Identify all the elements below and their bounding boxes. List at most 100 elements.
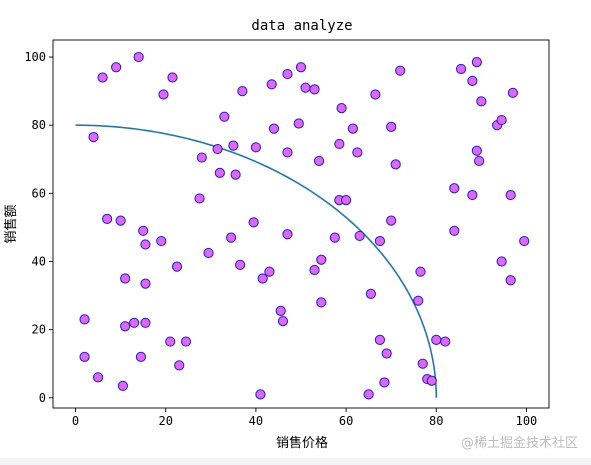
x-tick-label: 100 (516, 414, 538, 428)
scatter-point (196, 152, 207, 163)
scatter-point (282, 68, 293, 80)
curve-line (75, 124, 438, 398)
scatter-point (282, 229, 293, 240)
scatter-point (440, 336, 451, 347)
curve-series (75, 124, 438, 398)
scatter-point (295, 62, 307, 73)
scatter-point (203, 247, 214, 259)
scatter-point (212, 143, 223, 155)
scatter-point (97, 72, 108, 83)
scatter-point (449, 183, 460, 194)
scatter-point (135, 351, 147, 362)
scatter-point (235, 259, 246, 270)
scatter-point (352, 147, 363, 158)
y-tick-label: 60 (32, 186, 46, 200)
scatter-point (496, 256, 507, 267)
scatter-point (293, 118, 304, 129)
scatter-point (230, 169, 241, 180)
scatter-point (496, 114, 507, 126)
scatter-series (79, 51, 530, 400)
x-tick-label: 0 (72, 414, 79, 428)
scatter-point (88, 132, 99, 143)
scatter-point (415, 266, 426, 277)
scatter-point (250, 142, 262, 153)
scatter-point (386, 215, 397, 226)
y-axis-ticks: 0 20 40 60 80 100 (24, 50, 53, 405)
scatter-point (140, 239, 151, 250)
scatter-point (507, 87, 519, 98)
scatter-point (102, 213, 113, 224)
scatter-point (226, 232, 237, 243)
scatter-point (316, 254, 327, 265)
scatter-point (340, 195, 352, 206)
scatter-point (115, 215, 126, 226)
scatter-point (449, 225, 460, 236)
scatter-point (219, 111, 230, 122)
scatter-point (120, 321, 131, 332)
scatter-point (158, 89, 169, 100)
scatter-point (228, 140, 239, 151)
scatter-point (268, 123, 280, 134)
scatter-point (277, 316, 289, 327)
scatter-point (133, 51, 144, 63)
scatter-point (79, 351, 90, 362)
scatter-point (237, 86, 248, 97)
scatter-point (431, 334, 442, 345)
x-tick-label: 80 (429, 414, 443, 428)
scatter-point (467, 75, 478, 86)
y-axis-label: 销售额 (3, 204, 19, 243)
bottom-strip (0, 458, 591, 465)
scatter-point (316, 297, 327, 308)
scatter-point (519, 235, 530, 247)
scatter-point (426, 375, 437, 386)
scatter-point (167, 72, 178, 83)
scatter-point (138, 225, 149, 236)
scatter-point (300, 82, 311, 93)
x-axis-label: 销售价格 (276, 435, 328, 451)
scatter-point (79, 314, 90, 325)
scatter-point (370, 89, 381, 100)
scatter-point (374, 334, 386, 345)
scatter-point (275, 305, 286, 316)
scatter-point (140, 278, 151, 289)
scatter-point (379, 377, 390, 388)
y-tick-label: 100 (24, 50, 46, 64)
scatter-point (313, 155, 325, 167)
scatter-point (476, 96, 487, 107)
scatter-point (248, 217, 259, 228)
chart-title: data analyze (251, 18, 352, 34)
scatter-point (171, 261, 183, 272)
scatter-point (140, 317, 151, 328)
scatter-point (471, 57, 482, 68)
scatter-point (336, 103, 347, 114)
scatter-point (180, 336, 192, 347)
scatter-point (505, 275, 516, 286)
scatter-point (390, 159, 401, 170)
scatter-point (505, 189, 516, 201)
scatter-point (365, 288, 376, 299)
y-tick-label: 80 (32, 118, 46, 132)
scatter-point (474, 155, 485, 167)
scatter-point (129, 317, 140, 328)
y-tick-label: 40 (32, 254, 46, 268)
scatter-point (471, 145, 482, 156)
scatter-point (255, 389, 266, 400)
scatter-point (111, 62, 122, 73)
scatter-point (329, 232, 340, 243)
scatter-point (455, 63, 467, 75)
scatter-point (467, 189, 478, 201)
scatter-point (214, 167, 225, 178)
scatter-point (156, 235, 167, 247)
scatter-point (257, 273, 268, 284)
scatter-point (174, 360, 185, 371)
scatter-point (117, 380, 128, 391)
scatter-point (386, 121, 397, 132)
watermark: @稀土掘金技术社区 (461, 435, 578, 451)
scatter-point (266, 79, 277, 90)
scatter-point (417, 358, 428, 369)
scatter-point (374, 235, 386, 247)
scatter-point (282, 147, 293, 158)
scatter-point (120, 273, 131, 284)
plot-area (52, 39, 550, 409)
